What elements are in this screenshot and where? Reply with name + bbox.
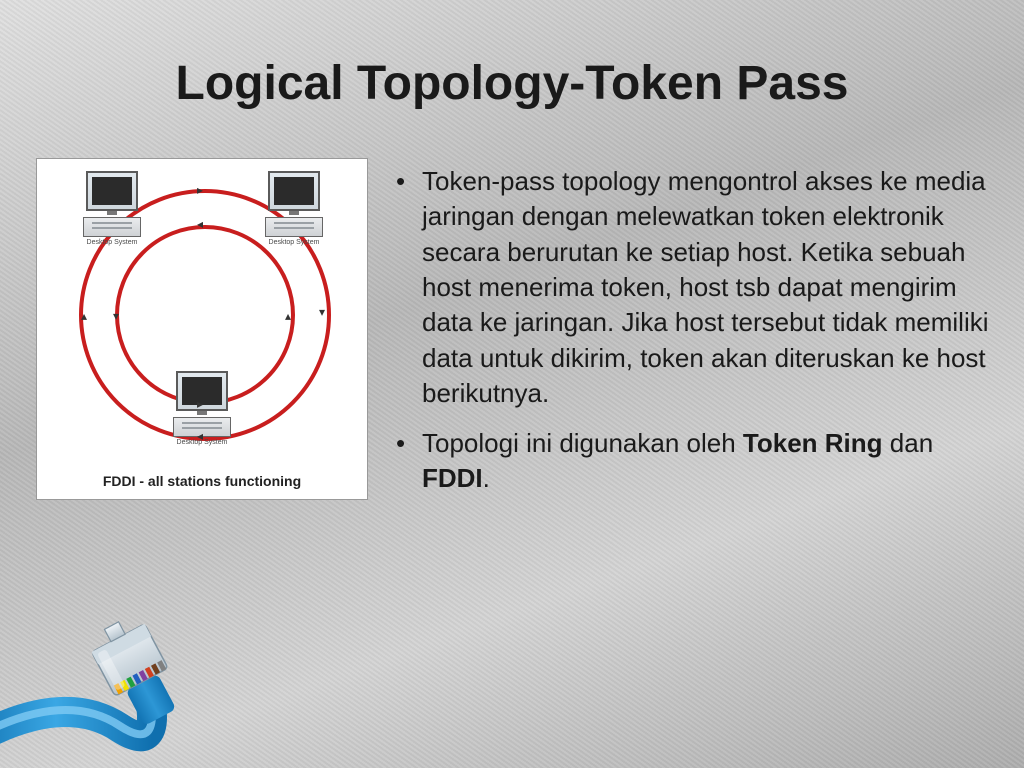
bullet-text: dan (883, 428, 934, 458)
bullet-text: Token-pass topology mengontrol akses ke … (422, 166, 989, 408)
ring-arrow-icon: ▾ (113, 309, 119, 323)
ring-arrow-icon: ▾ (319, 305, 325, 319)
slide-title: Logical Topology-Token Pass (0, 56, 1024, 111)
ring-arrow-icon: ◂ (197, 429, 203, 443)
bullet-item: Token-pass topology mengontrol akses ke … (396, 164, 996, 412)
slide: Logical Topology-Token Pass Desktop Syst… (0, 0, 1024, 768)
content-row: Desktop System Desktop System Desktop Sy… (36, 158, 996, 510)
ring-arrow-icon: ▴ (285, 309, 291, 323)
ring-arrow-icon: ▸ (197, 397, 203, 411)
diagram-caption: FDDI - all stations functioning (37, 473, 367, 489)
computer-node: Desktop System (259, 171, 329, 246)
ring-arrow-icon: ▸ (197, 183, 203, 197)
bullet-bold: FDDI (422, 463, 483, 493)
computer-label: Desktop System (77, 239, 147, 246)
ring-arrow-icon: ◂ (197, 217, 203, 231)
bullet-text: Topologi ini digunakan oleh (422, 428, 743, 458)
ethernet-cable-icon (0, 538, 320, 768)
bullet-item: Topologi ini digunakan oleh Token Ring d… (396, 426, 996, 497)
bullet-bold: Token Ring (743, 428, 883, 458)
computer-node: Desktop System (77, 171, 147, 246)
token-ring-diagram: Desktop System Desktop System Desktop Sy… (36, 158, 368, 500)
ring-arrow-icon: ▴ (81, 309, 87, 323)
computer-label: Desktop System (259, 239, 329, 246)
bullet-text: . (483, 463, 490, 493)
bullet-list: Token-pass topology mengontrol akses ke … (396, 158, 996, 510)
